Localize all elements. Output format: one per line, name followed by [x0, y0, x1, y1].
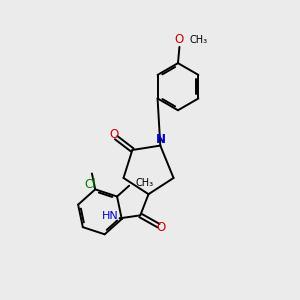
Text: CH₃: CH₃	[189, 35, 207, 46]
Text: CH₃: CH₃	[136, 178, 154, 188]
Text: N: N	[156, 133, 166, 146]
Text: O: O	[156, 220, 166, 234]
Text: O: O	[110, 128, 119, 141]
Text: Cl: Cl	[85, 178, 96, 191]
Text: O: O	[175, 33, 184, 46]
Text: HN: HN	[101, 211, 118, 221]
